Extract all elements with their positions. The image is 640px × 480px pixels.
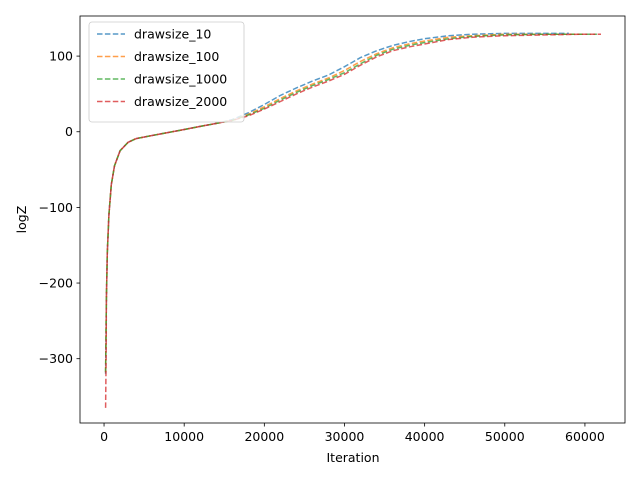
x-axis-label: Iteration xyxy=(326,450,379,465)
series-line-drawsize_2000 xyxy=(104,33,601,408)
legend-label-drawsize_1000: drawsize_1000 xyxy=(134,72,227,87)
x-tick-label: 0 xyxy=(100,429,108,444)
legend-label-drawsize_10: drawsize_10 xyxy=(134,27,211,42)
legend: drawsize_10 drawsize_100 drawsize_1000draw… xyxy=(88,21,245,123)
legend-label-drawsize_2000: drawsize_2000 xyxy=(134,94,227,109)
x-tick-label: 50000 xyxy=(485,429,525,444)
legend-frame xyxy=(88,21,245,123)
series-layer xyxy=(104,32,601,408)
x-tick-label: 60000 xyxy=(565,429,605,444)
legend-label-drawsize_100: drawsize_100 xyxy=(134,49,219,64)
y-tick-label: −200 xyxy=(39,276,73,291)
x-tick-label: 40000 xyxy=(405,429,445,444)
x-tick-label: 30000 xyxy=(325,429,365,444)
y-tick-label: −300 xyxy=(39,351,73,366)
y-tick-label: 0 xyxy=(65,124,73,139)
series-line-drawsize_10 xyxy=(104,32,569,374)
x-tick-label: 10000 xyxy=(164,429,204,444)
axes-frame xyxy=(79,15,626,424)
y-tick-label: −100 xyxy=(39,200,73,215)
x-axis: 0 10000 20000 30000 40000 50000 60000 xyxy=(100,423,605,444)
y-axis: −300 −200 −100 0 100 xyxy=(39,49,80,366)
x-tick-label: 20000 xyxy=(244,429,284,444)
y-tick-label: 100 xyxy=(49,49,73,64)
y-axis-label: logZ xyxy=(14,206,29,234)
